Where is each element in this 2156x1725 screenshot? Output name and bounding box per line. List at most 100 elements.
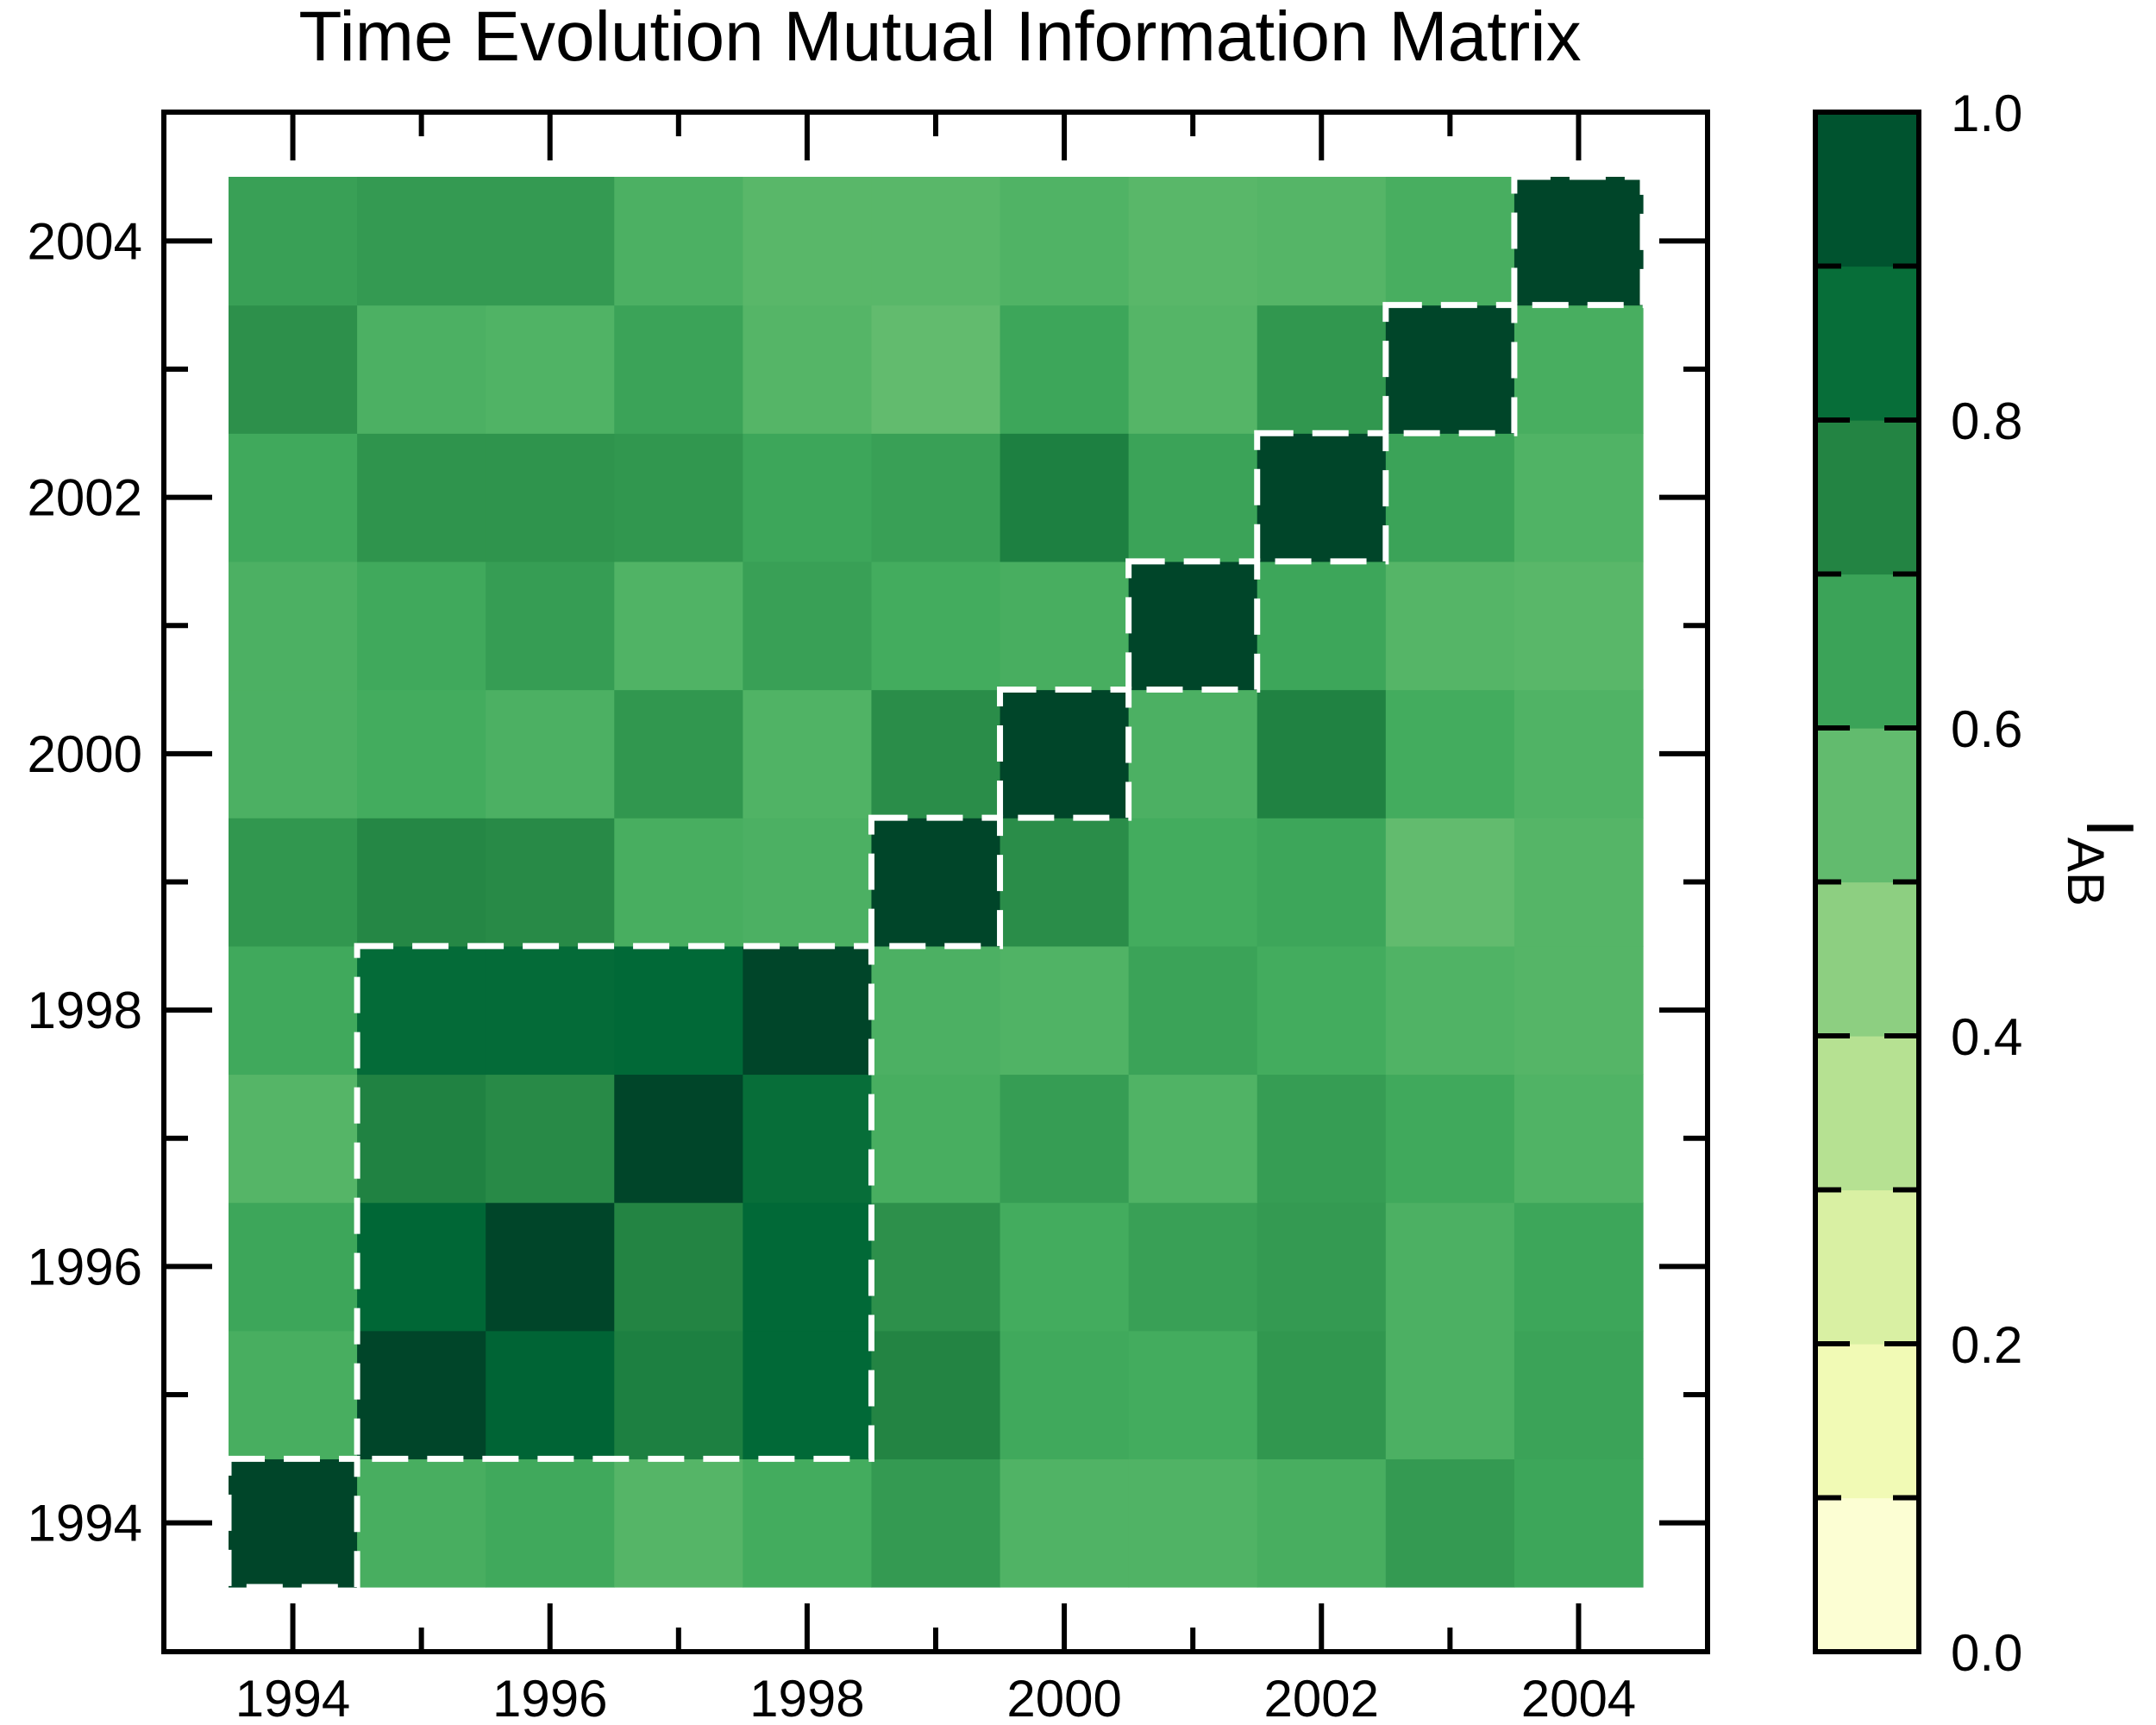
heatmap-cell bbox=[1128, 1202, 1258, 1332]
x-tick-label: 1994 bbox=[235, 1670, 350, 1725]
heatmap-cell bbox=[614, 1458, 743, 1588]
heatmap-cell bbox=[1385, 818, 1515, 947]
heatmap-cell bbox=[743, 945, 873, 1076]
heatmap-cell bbox=[1385, 1330, 1515, 1459]
heatmap-cell bbox=[871, 304, 1001, 434]
heatmap-cell bbox=[1128, 689, 1258, 819]
colorbar-segment bbox=[1815, 266, 1919, 421]
heatmap-cell bbox=[743, 689, 873, 819]
heatmap-cell bbox=[357, 1458, 486, 1588]
heatmap-cell bbox=[743, 433, 873, 562]
heatmap-cell bbox=[229, 177, 358, 306]
heatmap-cell bbox=[743, 1458, 873, 1588]
heatmap-cell bbox=[614, 433, 743, 562]
heatmap-cell bbox=[1000, 304, 1130, 434]
heatmap-cell bbox=[743, 1330, 873, 1459]
heatmap-cell bbox=[871, 945, 1001, 1076]
heatmap-cell bbox=[486, 433, 615, 562]
heatmap-cell bbox=[1514, 433, 1644, 562]
heatmap-cell bbox=[614, 304, 743, 434]
heatmap-cell bbox=[1385, 1458, 1515, 1588]
heatmap-cell bbox=[1257, 689, 1387, 819]
heatmap-cell bbox=[1514, 1330, 1644, 1459]
heatmap-cell bbox=[229, 818, 358, 947]
heatmap-cell bbox=[1000, 1458, 1130, 1588]
heatmap-cell bbox=[1385, 689, 1515, 819]
heatmap-cell bbox=[1000, 818, 1130, 947]
heatmap-cell bbox=[614, 1202, 743, 1332]
colorbar-label: IAB bbox=[2057, 819, 2148, 906]
heatmap-cell bbox=[1128, 561, 1258, 691]
highlight-box bbox=[354, 943, 874, 1462]
heatmap-cell bbox=[1514, 945, 1644, 1076]
heatmap-cell bbox=[1514, 1074, 1644, 1203]
colorbar-tick-label: 0.8 bbox=[1951, 392, 2022, 450]
heatmap-cell bbox=[1514, 177, 1644, 306]
heatmap-cell bbox=[871, 561, 1001, 691]
y-tick-label: 2000 bbox=[28, 725, 142, 783]
heatmap-cell bbox=[357, 304, 486, 434]
heatmap-cell bbox=[1257, 1074, 1387, 1203]
y-tick-label: 2004 bbox=[28, 212, 142, 270]
heatmap-cell bbox=[1385, 433, 1515, 562]
heatmap-cell bbox=[486, 1330, 615, 1459]
heatmap-cell bbox=[1385, 1202, 1515, 1332]
colorbar-segment bbox=[1815, 1036, 1919, 1191]
heatmap-cell bbox=[357, 689, 486, 819]
highlight-box bbox=[225, 1455, 360, 1590]
colorbar-segment bbox=[1815, 1189, 1919, 1345]
y-tick-label: 1994 bbox=[28, 1495, 142, 1552]
heatmap-cell bbox=[486, 1458, 615, 1588]
colorbar-segment bbox=[1815, 574, 1919, 729]
colorbar-label-subscript: AB bbox=[2057, 837, 2115, 906]
heatmap-cell bbox=[229, 1074, 358, 1203]
highlight-box bbox=[1382, 302, 1518, 436]
heatmap-cell bbox=[486, 304, 615, 434]
highlight-boxes bbox=[225, 173, 1646, 1590]
heatmap-cell bbox=[1000, 1202, 1130, 1332]
heatmap-cell bbox=[1128, 818, 1258, 947]
heatmap-cell bbox=[1385, 177, 1515, 306]
x-tick-label: 1996 bbox=[492, 1670, 607, 1725]
heatmap-cell bbox=[486, 1202, 615, 1332]
heatmap-cell bbox=[357, 433, 486, 562]
heatmap-cell bbox=[1385, 561, 1515, 691]
heatmap-cell bbox=[1128, 945, 1258, 1076]
heatmap-cell bbox=[1257, 1330, 1387, 1459]
heatmap-cell bbox=[743, 1202, 873, 1332]
heatmap-cell bbox=[1000, 1074, 1130, 1203]
colorbar-segment bbox=[1815, 420, 1919, 575]
heatmap-cell bbox=[871, 1458, 1001, 1588]
heatmap-cell bbox=[357, 561, 486, 691]
highlight-box bbox=[1511, 173, 1646, 309]
heatmap-cell bbox=[1385, 1074, 1515, 1203]
heatmap-cell bbox=[1257, 945, 1387, 1076]
y-tick-label: 2002 bbox=[28, 469, 142, 527]
heatmap-cell bbox=[486, 561, 615, 691]
colorbar-tick-label: 1.0 bbox=[1951, 85, 2022, 142]
heatmap-cell bbox=[1128, 304, 1258, 434]
heatmap-cell bbox=[229, 561, 358, 691]
heatmap-cell bbox=[1514, 818, 1644, 947]
heatmap-cell bbox=[229, 1330, 358, 1459]
heatmap-cell bbox=[229, 1458, 358, 1588]
heatmap-cell bbox=[614, 818, 743, 947]
heatmap-cell bbox=[357, 818, 486, 947]
heatmap-cell bbox=[486, 1074, 615, 1203]
highlight-box bbox=[1254, 430, 1389, 565]
colorbar: 0.0 0.2 0.4 0.6 0.8 1.0 IAB bbox=[1813, 85, 2148, 1682]
plot-axes: 1994 1996 1998 2000 2002 2004 1994 1996 1998 2000… bbox=[28, 110, 1710, 1725]
heatmap-cell bbox=[1514, 561, 1644, 691]
chart-title: Time Evolution Mutual Information Matrix bbox=[298, 0, 1581, 76]
heatmap-cell bbox=[229, 1202, 358, 1332]
heatmap-cell bbox=[1257, 818, 1387, 947]
heatmap-cell bbox=[357, 1202, 486, 1332]
colorbar-segment bbox=[1815, 881, 1919, 1037]
colorbar-segment bbox=[1815, 1344, 1919, 1499]
heatmap-cell bbox=[1128, 1074, 1258, 1203]
heatmap-cell bbox=[486, 945, 615, 1076]
heatmap-cell bbox=[357, 1074, 486, 1203]
heatmap-cell bbox=[1128, 1330, 1258, 1459]
heatmap-cell bbox=[229, 945, 358, 1076]
highlight-box bbox=[997, 687, 1132, 821]
